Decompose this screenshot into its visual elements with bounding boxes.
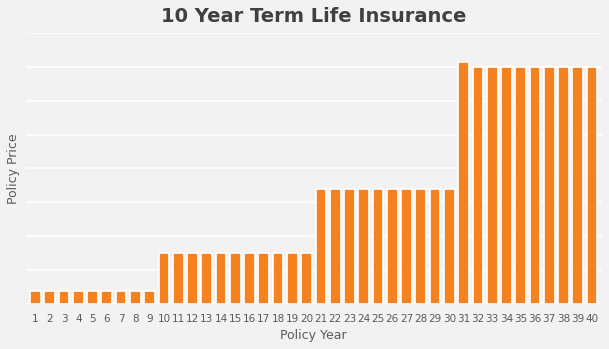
Bar [401,189,412,304]
Bar [187,253,198,304]
Bar [130,291,141,304]
Bar [430,189,440,304]
Bar [216,253,227,304]
Bar [459,62,469,304]
Bar [287,253,298,304]
Bar [572,67,583,304]
Bar [144,291,155,304]
Bar [530,67,540,304]
Bar [544,67,555,304]
Bar [558,67,569,304]
Bar [387,189,398,304]
Title: 10 Year Term Life Insurance: 10 Year Term Life Insurance [161,7,466,26]
Bar [358,189,369,304]
Bar [158,253,169,304]
Bar [244,253,255,304]
Bar [501,67,512,304]
Bar [116,291,127,304]
Bar [273,253,283,304]
Bar [586,67,597,304]
Bar [473,67,484,304]
Bar [515,67,526,304]
Bar [173,253,183,304]
Bar [301,253,312,304]
Bar [87,291,98,304]
Bar [373,189,383,304]
Y-axis label: Policy Price: Policy Price [7,133,20,204]
Bar [415,189,426,304]
Bar [315,189,326,304]
Bar [30,291,41,304]
Bar [58,291,69,304]
Bar [444,189,455,304]
Bar [330,189,340,304]
X-axis label: Policy Year: Policy Year [281,329,347,342]
Bar [202,253,212,304]
Bar [73,291,83,304]
Bar [344,189,355,304]
Bar [102,291,112,304]
Bar [230,253,241,304]
Bar [487,67,498,304]
Bar [258,253,269,304]
Bar [44,291,55,304]
